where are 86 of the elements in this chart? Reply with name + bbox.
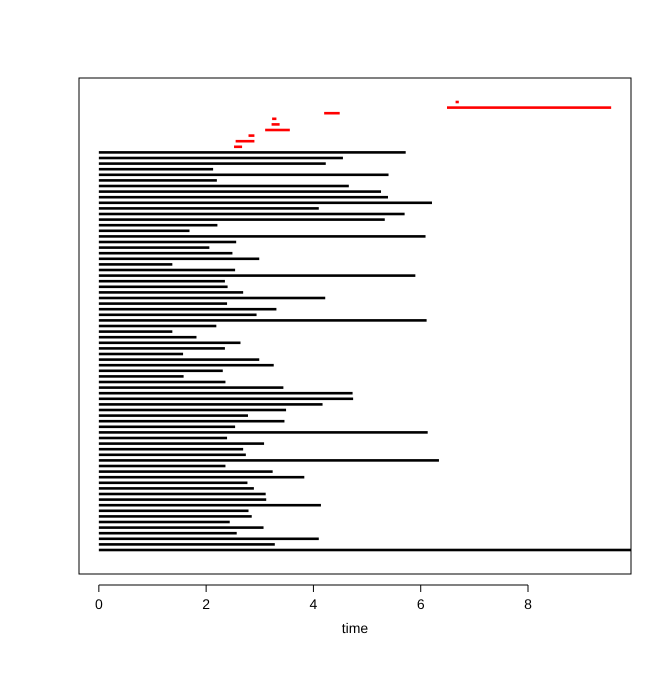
bar	[98, 218, 385, 221]
bar	[98, 403, 323, 406]
bar	[324, 112, 340, 114]
bar	[265, 128, 290, 132]
bar	[98, 230, 190, 232]
bar	[98, 398, 354, 400]
bar	[98, 392, 353, 394]
bar	[98, 386, 284, 389]
x-tick-label: 6	[416, 596, 425, 612]
bar	[98, 482, 248, 484]
bar	[98, 314, 257, 316]
bar	[98, 212, 405, 216]
bar	[98, 498, 266, 501]
bar	[98, 426, 236, 428]
bar	[98, 375, 184, 378]
bar	[98, 538, 319, 540]
bar	[98, 515, 252, 518]
bar	[98, 336, 196, 338]
bar	[98, 235, 426, 238]
bar	[98, 168, 214, 170]
bar	[98, 532, 237, 534]
x-axis-title: time	[342, 620, 368, 636]
bar	[98, 280, 225, 282]
bar	[98, 459, 439, 462]
bar	[98, 156, 343, 160]
bar	[98, 526, 264, 529]
bar	[98, 324, 216, 328]
bar	[98, 179, 217, 182]
bar	[447, 106, 612, 109]
bar	[98, 286, 228, 288]
bar	[272, 123, 280, 126]
bar	[98, 330, 172, 333]
bar	[98, 431, 428, 434]
x-tick-label: 8	[524, 596, 532, 612]
bar	[98, 258, 260, 260]
bar	[98, 408, 286, 412]
bar	[98, 291, 244, 294]
bar	[98, 442, 264, 445]
bar	[98, 380, 226, 384]
bar	[98, 174, 389, 176]
bar	[98, 470, 273, 473]
bar	[98, 347, 225, 350]
x-tick-label: 4	[310, 596, 318, 612]
bar	[248, 134, 254, 137]
bar	[98, 504, 321, 506]
bar	[98, 342, 240, 344]
bar	[98, 543, 275, 546]
bar	[98, 308, 276, 310]
bar	[98, 151, 406, 154]
bar	[98, 274, 416, 277]
bar	[98, 448, 244, 450]
bar	[98, 476, 304, 478]
bar	[98, 263, 172, 266]
bar	[98, 487, 254, 490]
bar	[98, 358, 260, 361]
bar	[98, 364, 274, 366]
bar	[98, 520, 230, 524]
bar	[98, 202, 432, 204]
bar	[98, 190, 382, 193]
bar	[98, 184, 349, 188]
bar	[234, 146, 242, 148]
bar	[98, 196, 388, 198]
bar	[98, 510, 249, 512]
x-tick-label: 2	[202, 596, 210, 612]
bar	[98, 420, 284, 422]
bar	[98, 414, 248, 417]
bar	[98, 464, 226, 468]
bar	[98, 319, 427, 322]
bar	[98, 252, 232, 254]
bar	[98, 352, 184, 356]
bar	[98, 268, 236, 272]
bar	[98, 302, 228, 305]
bar	[98, 162, 326, 165]
bar	[98, 207, 319, 210]
bar	[98, 246, 210, 249]
bar	[98, 492, 266, 496]
bar	[272, 118, 276, 120]
bar	[98, 370, 223, 372]
bar	[98, 436, 228, 440]
x-tick-label: 0	[94, 596, 103, 612]
bar	[236, 140, 254, 142]
bar	[98, 240, 236, 244]
bar	[98, 296, 326, 300]
bar	[98, 454, 246, 456]
bar	[456, 100, 459, 104]
bar	[98, 224, 218, 226]
